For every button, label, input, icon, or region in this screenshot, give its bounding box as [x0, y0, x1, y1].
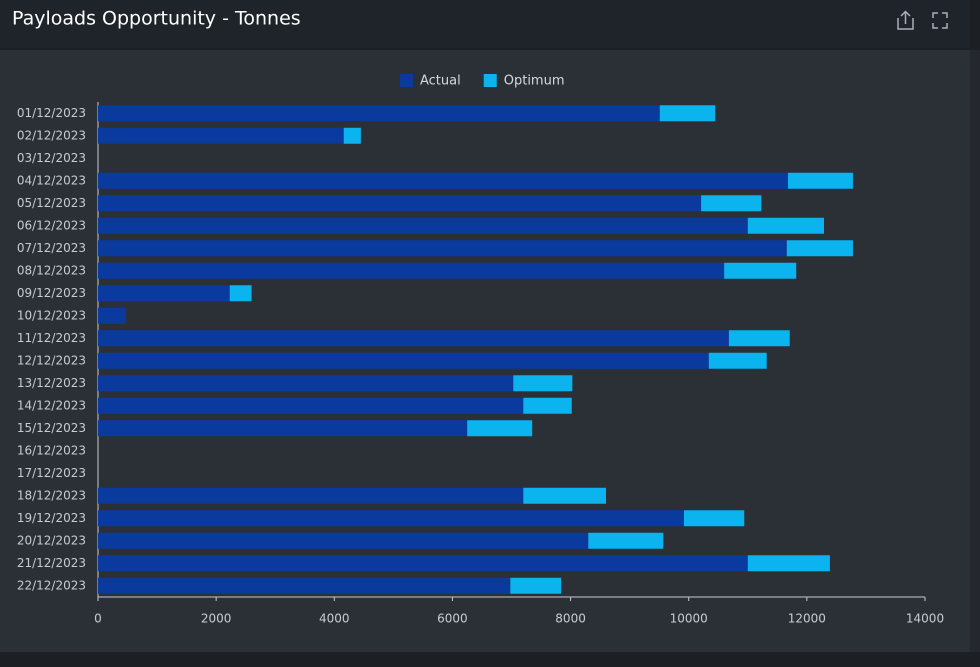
y-tick-label: 19/12/2023	[17, 511, 86, 525]
share-icon[interactable]	[897, 10, 914, 30]
y-tick-label: 16/12/2023	[17, 443, 86, 457]
bar-segment	[708, 352, 767, 369]
y-tick-label: 20/12/2023	[17, 533, 86, 547]
bar-segment	[98, 105, 660, 122]
legend-label: Optimum	[504, 74, 565, 89]
bar-segment	[98, 240, 787, 257]
x-tick-label: 12000	[788, 612, 826, 626]
y-tick-label: 18/12/2023	[17, 488, 86, 502]
bar-segment	[747, 217, 824, 234]
bar-segment	[98, 532, 589, 549]
bar-segment	[98, 285, 230, 302]
y-tick-label: 15/12/2023	[17, 421, 86, 435]
y-tick-label: 22/12/2023	[17, 578, 86, 592]
bar-segment	[229, 285, 252, 302]
bar-segment	[659, 105, 716, 122]
y-tick-label: 12/12/2023	[17, 353, 86, 367]
bar-segment	[98, 397, 524, 414]
chart-panel	[0, 50, 970, 652]
bar-segment	[98, 307, 126, 324]
panel-title: Payloads Opportunity - Tonnes	[12, 8, 301, 30]
bar-segment	[787, 172, 853, 189]
bar-segment	[343, 127, 361, 144]
bar-segment	[98, 172, 788, 189]
y-tick-label: 07/12/2023	[17, 241, 86, 255]
bar-segment	[513, 375, 573, 392]
bar-segment	[683, 510, 745, 527]
bar-segment	[98, 127, 344, 144]
bar-segment	[98, 577, 511, 594]
bar-segment	[98, 330, 729, 347]
expand-icon[interactable]	[932, 12, 948, 29]
x-tick-label: 10000	[670, 612, 708, 626]
bar-segment	[724, 262, 797, 279]
scrollbar	[970, 50, 980, 652]
bar-segment	[523, 397, 572, 414]
bar-segment	[98, 510, 684, 527]
legend-label: Actual	[420, 74, 461, 89]
y-tick-label: 04/12/2023	[17, 173, 86, 187]
x-tick-label: 2000	[201, 612, 232, 626]
y-tick-label: 14/12/2023	[17, 398, 86, 412]
y-tick-label: 01/12/2023	[17, 106, 86, 120]
y-tick-label: 05/12/2023	[17, 196, 86, 210]
y-tick-label: 08/12/2023	[17, 263, 86, 277]
bar-segment	[98, 217, 748, 234]
y-tick-label: 21/12/2023	[17, 556, 86, 570]
x-tick-label: 6000	[437, 612, 468, 626]
legend-swatch	[400, 74, 413, 87]
bar-segment	[523, 487, 607, 504]
bar-segment	[588, 532, 664, 549]
bar-segment	[98, 420, 468, 437]
y-tick-label: 09/12/2023	[17, 286, 86, 300]
bar-segment	[98, 487, 524, 504]
y-tick-label: 10/12/2023	[17, 308, 86, 322]
y-tick-label: 11/12/2023	[17, 331, 86, 345]
header-bar	[0, 0, 970, 48]
bar-segment	[98, 375, 514, 392]
bar-segment	[98, 555, 748, 572]
x-tick-label: 0	[94, 612, 102, 626]
x-tick-label: 4000	[319, 612, 350, 626]
x-tick-label: 14000	[906, 612, 944, 626]
bar-segment	[98, 262, 725, 279]
y-tick-label: 17/12/2023	[17, 466, 86, 480]
bar-segment	[747, 555, 830, 572]
bar-segment	[98, 352, 709, 369]
bar-segment	[786, 240, 853, 257]
bar-segment	[701, 195, 762, 212]
legend-swatch	[483, 74, 497, 87]
bar-segment	[728, 330, 790, 347]
x-tick-label: 8000	[555, 612, 586, 626]
bar-segment	[467, 420, 533, 437]
y-tick-label: 02/12/2023	[17, 128, 86, 142]
bar-segment	[98, 195, 702, 212]
y-tick-label: 03/12/2023	[17, 151, 86, 165]
y-tick-label: 13/12/2023	[17, 376, 86, 390]
bar-segment	[510, 577, 562, 594]
y-tick-label: 06/12/2023	[17, 218, 86, 232]
